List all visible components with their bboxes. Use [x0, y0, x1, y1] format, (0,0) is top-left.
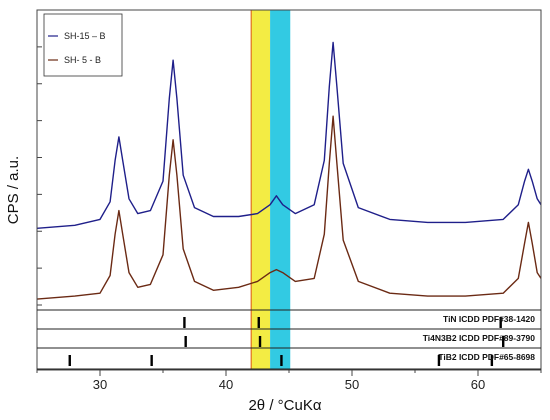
reference-panels: TiN ICDD PDF#38-1420 Ti4N3B2 ICDD PDF#89-…: [37, 309, 541, 370]
ref-peak-0-0: [183, 317, 186, 328]
ref-label-0: TiN ICDD PDF#38-1420: [443, 314, 535, 324]
x-axis-ticks: 30 40 50 60: [36, 370, 542, 392]
ref-peak-2-0: [68, 355, 71, 366]
x-tick-label-30: 30: [93, 377, 107, 392]
highlight-band-0: [251, 10, 271, 370]
x-tick-label-60: 60: [471, 377, 485, 392]
series-line-1: [37, 115, 541, 300]
highlight-bands: [250, 10, 291, 370]
ref-peak-0-1: [257, 317, 260, 328]
highlight-band-1: [270, 10, 291, 370]
ref-label-1: Ti4N3B2 ICDD PDF#89-3790: [423, 333, 536, 343]
y-axis-ticks: [37, 9, 42, 306]
ref-peak-1-2: [502, 336, 505, 347]
x-tick-label-50: 50: [345, 377, 359, 392]
legend-label-sh15: SH-15 – B: [64, 31, 106, 41]
legend: SH-15 – B SH- 5 - B: [43, 13, 123, 77]
ref-peak-1-1: [258, 336, 262, 347]
ref-peak-1-0: [184, 336, 187, 347]
series-line-0: [37, 41, 541, 229]
series-layer: [37, 41, 541, 300]
ref-peak-2-2: [280, 355, 283, 366]
y-axis-label: CPS / a.u.: [5, 156, 22, 224]
ref-peak-2-4: [490, 355, 494, 366]
ref-label-2: TiB2 ICDD PDF#65-8698: [438, 352, 535, 362]
x-tick-label-40: 40: [219, 377, 233, 392]
ref-peak-2-3: [437, 355, 441, 366]
ref-peak-2-1: [150, 355, 153, 366]
legend-box: [43, 13, 123, 77]
x-axis-label: 2θ / °CuKα: [248, 397, 321, 414]
legend-label-sh5: SH- 5 - B: [64, 55, 101, 65]
ref-peak-0-2: [499, 317, 502, 328]
